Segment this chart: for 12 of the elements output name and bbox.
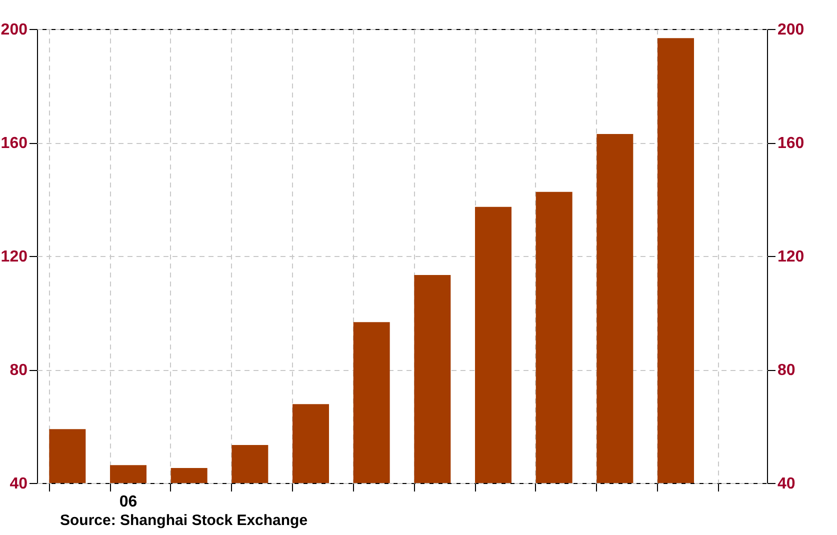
y2-tick-label: 200: [778, 22, 804, 38]
y-tick-label: 40: [10, 476, 28, 492]
y2-tick-label: 160: [778, 135, 804, 152]
source-note: Source: Shanghai Stock Exchange: [60, 512, 308, 529]
y-tick-label: 160: [0, 135, 28, 152]
y2-tick-label: 40: [778, 476, 796, 492]
y2-tick-label: 80: [778, 362, 796, 379]
y-tick-label: 120: [0, 248, 28, 266]
y-tick-label: 200: [0, 22, 28, 38]
x-tick-label: 06: [119, 494, 138, 510]
y-tick-label: 80: [10, 362, 28, 379]
y2-tick-label: 120: [778, 248, 804, 266]
